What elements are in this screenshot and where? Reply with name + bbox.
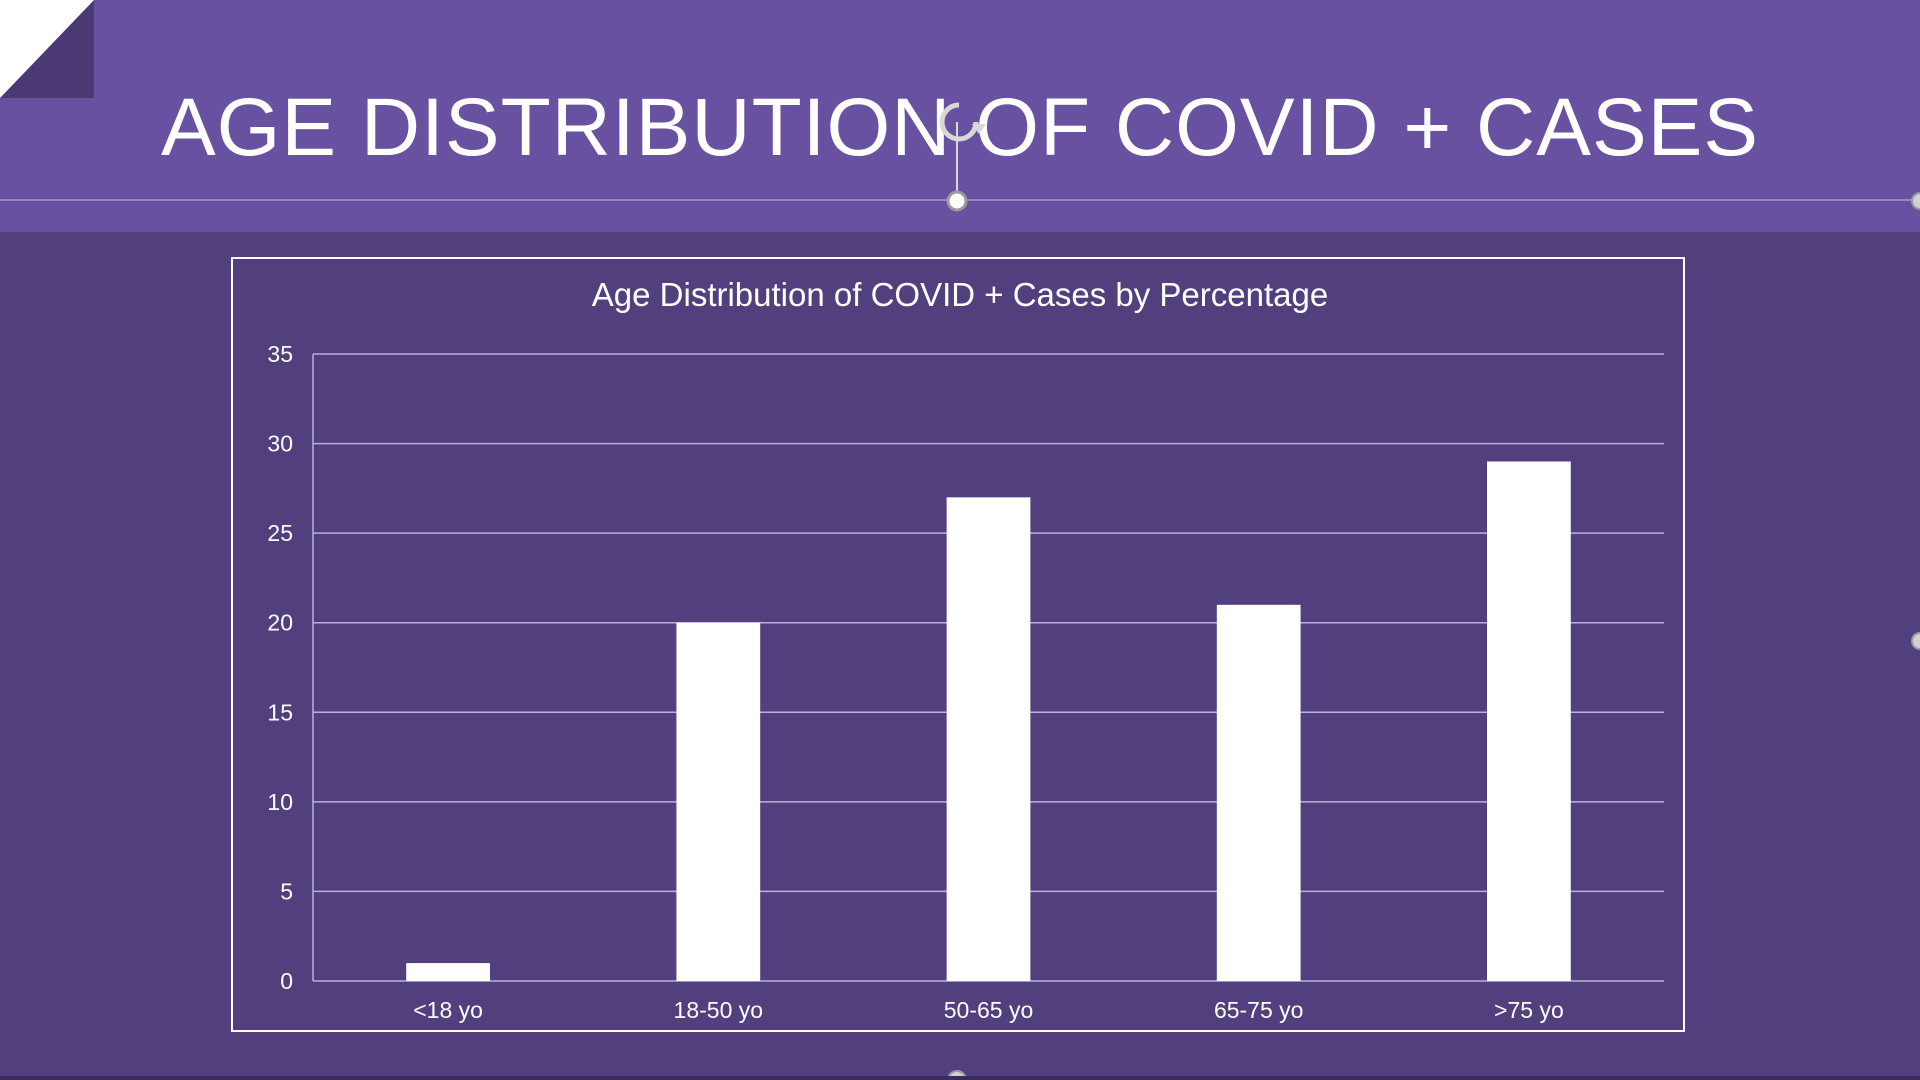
y-tick-label: 15 [267,699,293,725]
bars [406,461,1571,981]
y-tick-label: 35 [267,341,293,367]
bar[interactable] [1487,461,1571,981]
x-tick-label: 18-50 yo [674,997,764,1023]
x-tick-label: 65-75 yo [1214,997,1304,1023]
corner-fold-decoration [0,0,94,98]
bar[interactable] [406,963,490,981]
y-tick-label: 0 [280,968,293,994]
y-tick-label: 5 [280,878,293,904]
y-tick-label: 25 [267,520,293,546]
x-tick-label: <18 yo [413,997,483,1023]
y-tick-label: 20 [267,610,293,636]
resize-handle-right-middle[interactable] [1911,632,1920,650]
x-tick-label: 50-65 yo [944,997,1034,1023]
y-tick-label: 10 [267,789,293,815]
slide-title[interactable]: AGE DISTRIBUTION OF COVID + CASES [160,82,1760,173]
x-axis-tick-labels: <18 yo 18-50 yo 50-65 yo 65-75 yo >75 yo [413,997,1564,1023]
bar[interactable] [1216,604,1301,981]
bottom-strip [0,1076,1920,1080]
chart-frame[interactable]: Age Distribution of COVID + Cases by Per… [231,257,1685,1032]
chart-title: Age Distribution of COVID + Cases by Per… [592,276,1328,313]
bar-chart: Age Distribution of COVID + Cases by Per… [267,276,1664,1023]
y-tick-label: 30 [267,431,293,457]
bar[interactable] [946,497,1031,981]
bar[interactable] [676,622,761,981]
x-tick-label: >75 yo [1494,997,1564,1023]
y-axis-tick-labels: 0 5 10 15 20 25 30 35 [267,341,293,994]
